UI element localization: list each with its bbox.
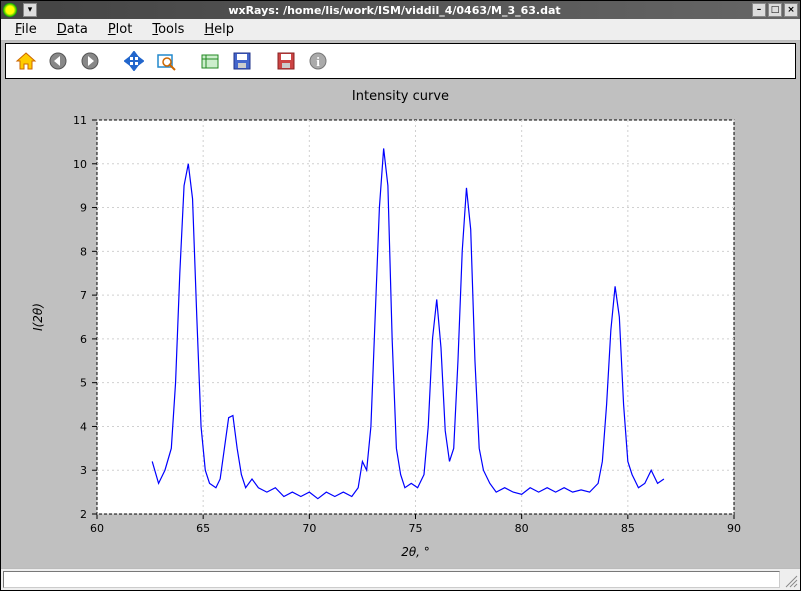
svg-text:8: 8	[80, 245, 87, 258]
status-text	[3, 571, 780, 588]
svg-text:6: 6	[80, 333, 87, 346]
svg-text:75: 75	[409, 522, 423, 535]
zoom-icon[interactable]	[152, 47, 180, 75]
menu-tools[interactable]: Tools	[144, 20, 192, 39]
titlebar: ▾ wxRays: /home/lis/work/ISM/viddil_4/04…	[1, 1, 800, 19]
svg-text:80: 80	[515, 522, 529, 535]
svg-text:9: 9	[80, 202, 87, 215]
toolbar: i	[5, 43, 796, 79]
svg-text:5: 5	[80, 377, 87, 390]
save2-icon[interactable]	[272, 47, 300, 75]
statusbar	[1, 568, 800, 590]
resize-grip[interactable]	[782, 569, 800, 590]
close-button[interactable]: ×	[784, 3, 798, 17]
svg-text:3: 3	[80, 464, 87, 477]
svg-text:7: 7	[80, 289, 87, 302]
svg-text:4: 4	[80, 420, 87, 433]
app-icon	[3, 3, 17, 17]
chart-title: Intensity curve	[7, 89, 794, 104]
menu-file[interactable]: File	[7, 20, 45, 39]
pan-icon[interactable]	[120, 47, 148, 75]
home-icon[interactable]	[12, 47, 40, 75]
menubar: File Data Plot Tools Help	[1, 19, 800, 41]
svg-text:11: 11	[73, 114, 87, 127]
window-title: wxRays: /home/lis/work/ISM/viddil_4/0463…	[37, 4, 752, 17]
svg-text:2: 2	[80, 508, 87, 521]
svg-text:I(2θ): I(2θ)	[31, 303, 45, 331]
plot-area: Intensity curve 60 65 70 75 80 85 90 2 3 4 5 6 7 8 9 10…	[1, 81, 800, 568]
back-icon[interactable]	[44, 47, 72, 75]
svg-text:i: i	[316, 54, 320, 69]
svg-text:70: 70	[302, 522, 316, 535]
svg-text:10: 10	[73, 158, 87, 171]
menu-help[interactable]: Help	[196, 20, 242, 39]
chart-canvas[interactable]: 60 65 70 75 80 85 90 2 3 4 5 6 7 8 9 10 11 2θ, ° I(2θ)	[7, 110, 794, 564]
maximize-button[interactable]: □	[768, 3, 782, 17]
window-menu-button[interactable]: ▾	[23, 3, 37, 17]
info-icon[interactable]: i	[304, 47, 332, 75]
svg-text:65: 65	[196, 522, 210, 535]
save-icon[interactable]	[228, 47, 256, 75]
forward-icon[interactable]	[76, 47, 104, 75]
svg-text:2θ, °: 2θ, °	[401, 545, 430, 559]
svg-text:60: 60	[90, 522, 104, 535]
menu-plot[interactable]: Plot	[100, 20, 141, 39]
svg-text:90: 90	[727, 522, 741, 535]
app-window: ▾ wxRays: /home/lis/work/ISM/viddil_4/04…	[0, 0, 801, 591]
menu-data[interactable]: Data	[49, 20, 96, 39]
svg-text:85: 85	[621, 522, 635, 535]
minimize-button[interactable]: –	[752, 3, 766, 17]
config-icon[interactable]	[196, 47, 224, 75]
